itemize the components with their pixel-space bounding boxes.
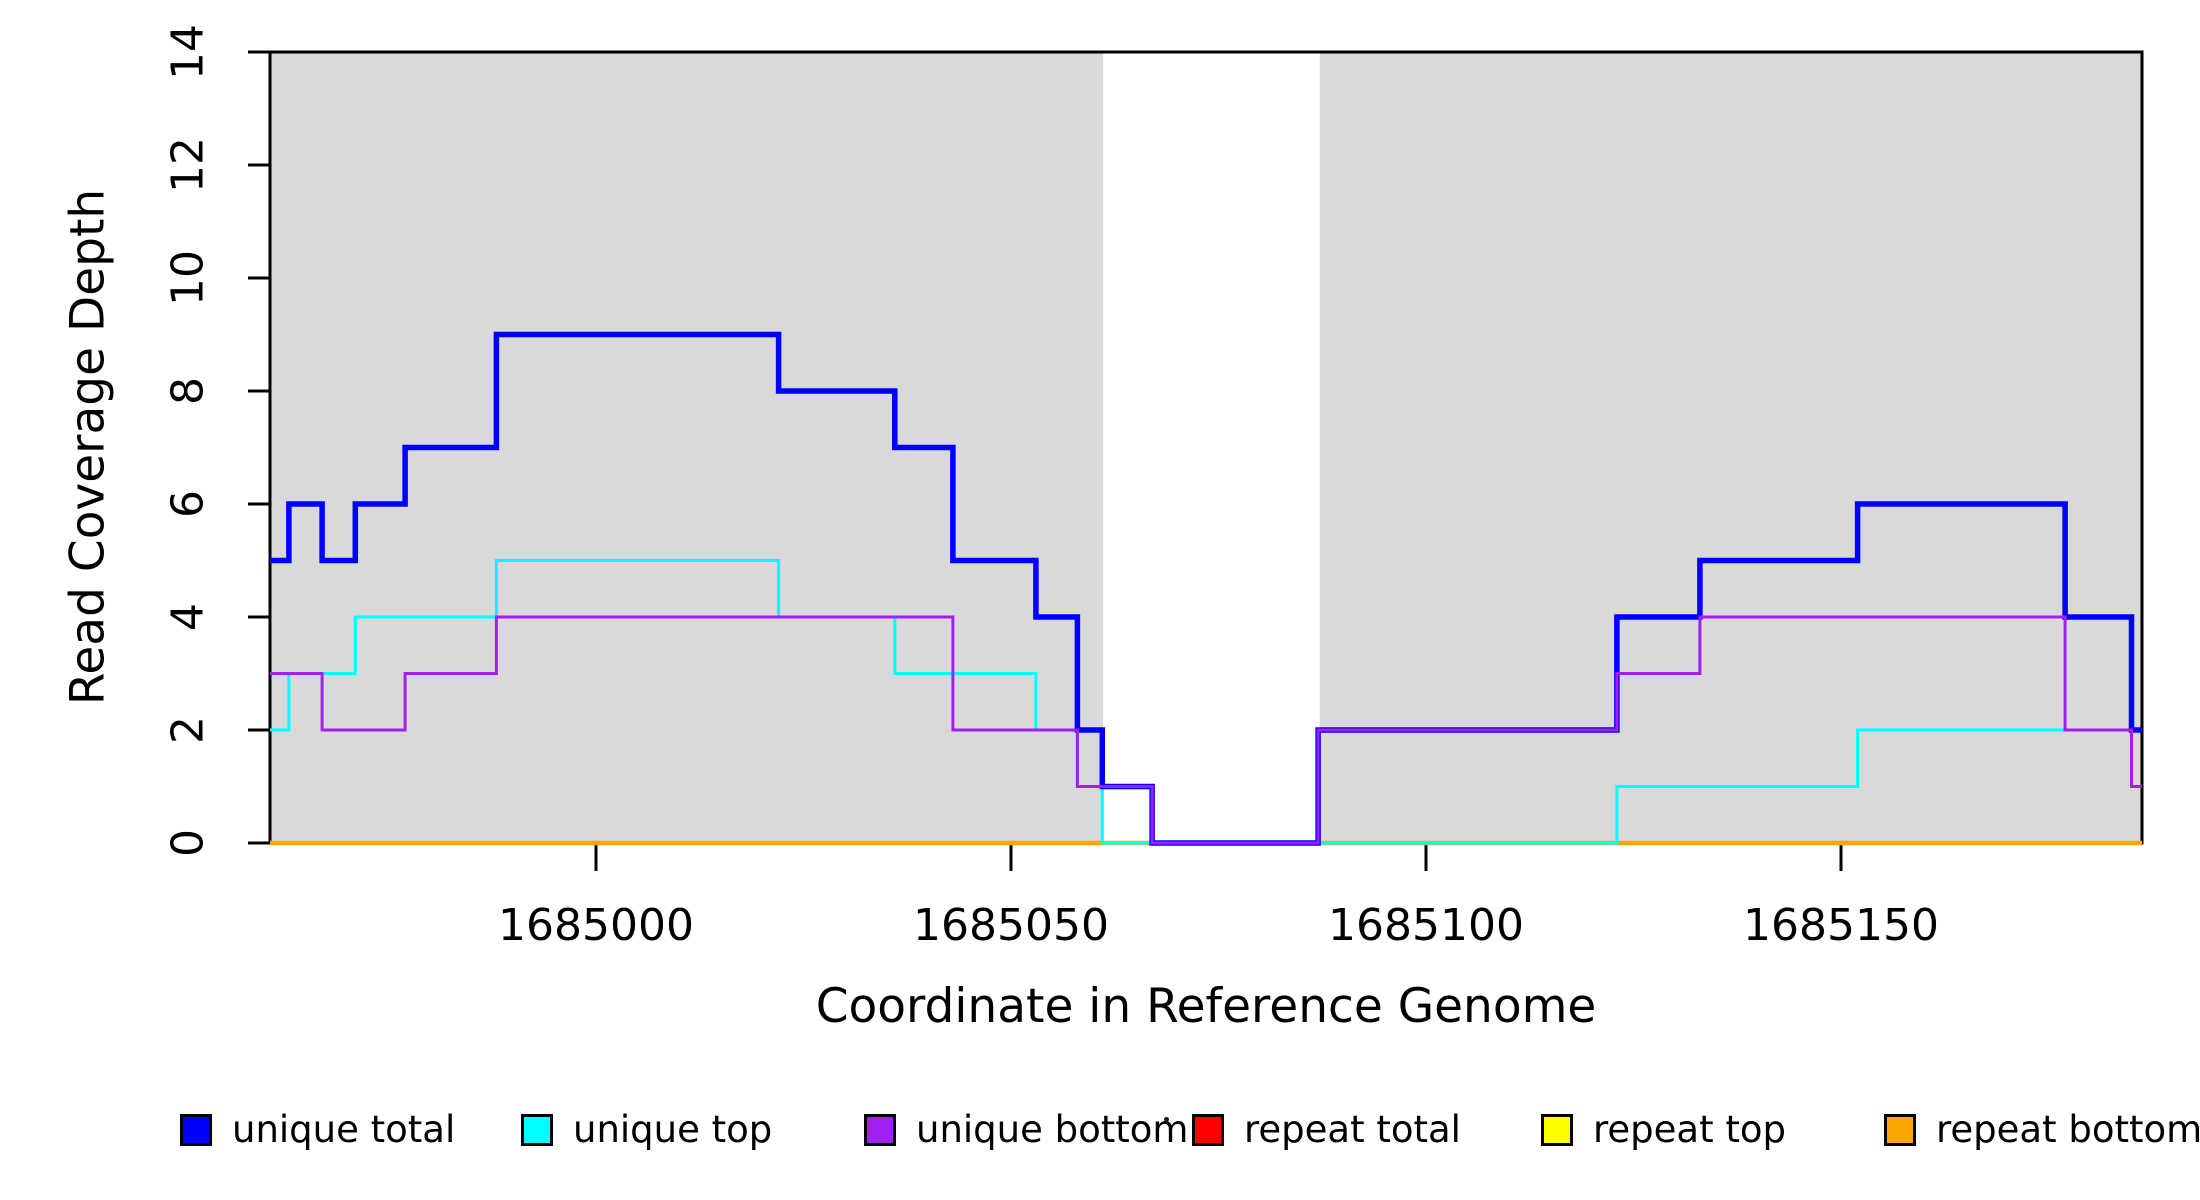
svg-text:1685050: 1685050 (913, 900, 1109, 951)
legend-item-unique-top: unique top (521, 1108, 772, 1151)
legend-swatch-repeat-top (1541, 1113, 1573, 1146)
svg-text:6: 6 (163, 490, 214, 518)
legend-label: unique bottom (916, 1108, 1189, 1151)
svg-text:1685150: 1685150 (1743, 900, 1939, 951)
legend-item-repeat-top: repeat top (1541, 1108, 1786, 1151)
svg-text:0: 0 (163, 829, 214, 857)
svg-text:1685100: 1685100 (1328, 900, 1524, 951)
svg-text:1685000: 1685000 (498, 900, 694, 951)
legend-label: unique total (232, 1108, 456, 1151)
shaded-regions (271, 53, 2141, 842)
stray-dot (1164, 1117, 1169, 1122)
legend-label: repeat top (1593, 1108, 1786, 1151)
legend-label: repeat bottom (1936, 1108, 2200, 1151)
svg-text:12: 12 (163, 137, 214, 193)
legend-swatch-repeat-bottom (1884, 1113, 1916, 1146)
x-axis-title: Coordinate in Reference Genome (816, 979, 1597, 1034)
y-axis-title: Read Coverage Depth (61, 189, 116, 705)
legend-swatch-unique-bottom (864, 1113, 896, 1146)
svg-text:8: 8 (163, 377, 214, 405)
axis-ticks: 0 2 4 6 8 10 12 14 1685000 1685050 1685100 1685150 (163, 24, 1939, 951)
legend-item-unique-total: unique total (180, 1108, 455, 1151)
legend-item-unique-bottom: unique bottom (864, 1108, 1188, 1151)
svg-text:10: 10 (163, 250, 214, 306)
legend-label: unique top (573, 1108, 773, 1151)
legend-label: repeat total (1244, 1108, 1461, 1151)
legend-swatch-unique-top (521, 1113, 553, 1146)
data-series (270, 331, 2142, 846)
legend-swatch-unique-total (180, 1113, 212, 1146)
legend: unique total unique top unique bottom re… (0, 1108, 2200, 1168)
legend-item-repeat-total: repeat total (1192, 1108, 1461, 1151)
legend-item-repeat-bottom: repeat bottom (1884, 1108, 2200, 1151)
svg-text:14: 14 (163, 24, 214, 80)
svg-text:2: 2 (163, 716, 214, 744)
legend-swatch-repeat-total (1192, 1113, 1224, 1146)
svg-text:4: 4 (163, 603, 214, 631)
